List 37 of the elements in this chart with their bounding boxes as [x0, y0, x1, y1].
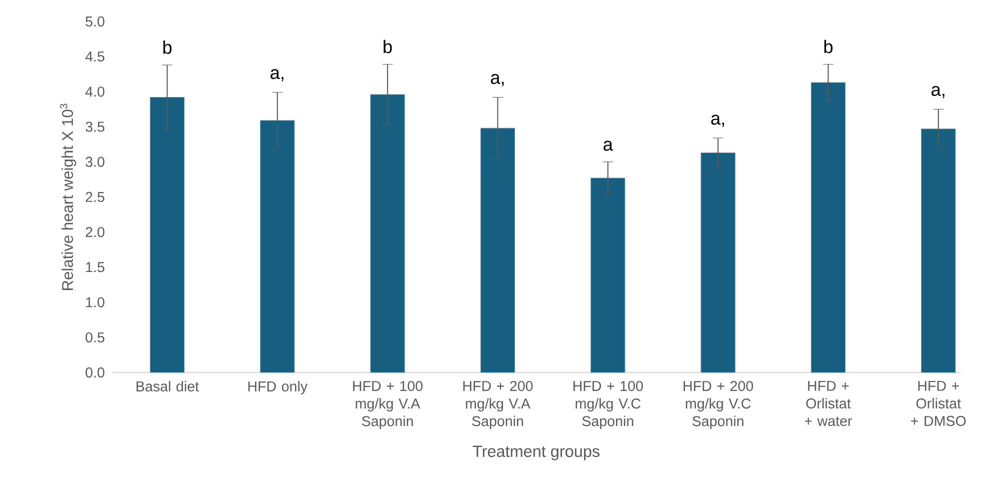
annotation: b: [163, 40, 172, 54]
y-tick-label: 3.5: [86, 122, 104, 132]
bar: [700, 152, 736, 373]
y-tick-label: 0.5: [86, 332, 104, 342]
y-tick-label: 2.5: [86, 192, 104, 202]
annotation: a,: [270, 68, 284, 82]
bar: [810, 82, 846, 373]
x-tick-label: HFD + 100 mg/kg V.A Saponin: [353, 380, 423, 429]
y-tick-label: 4.5: [85, 51, 104, 62]
annotation: a,: [932, 86, 944, 98]
annotation: b: [384, 40, 392, 53]
y-tick-label: 0.0: [86, 367, 104, 378]
annotation: a: [604, 140, 613, 151]
x-tick-label: Basal diet: [136, 380, 199, 392]
y-tick-label: 2.0: [86, 226, 104, 237]
x-tick-label: HFD + Orlistat + water: [804, 380, 852, 426]
x-axis-title: Treatment groups: [472, 446, 600, 460]
annotation: a,: [490, 74, 504, 86]
x-tick-label: HFD + 200 mg/kg V.C Saponin: [684, 380, 754, 429]
bar: [260, 120, 295, 373]
bar: [590, 178, 626, 373]
bar: [150, 96, 185, 373]
x-tick-label: HFD + Orlistat + DMSO: [911, 380, 966, 426]
bar: [921, 128, 956, 373]
y-tick-label: 1.5: [86, 262, 104, 272]
y-tick-label: 5.0: [86, 16, 104, 26]
bar: [480, 128, 516, 373]
annotation: b: [824, 40, 833, 53]
x-tick-label: HFD + 100 mg/kg V.C Saponin: [574, 380, 643, 429]
y-tick-label: 3.0: [86, 156, 104, 167]
x-tick-label: HFD + 200 mg/kg V.A Saponin: [463, 380, 533, 429]
x-tick-label: HFD only: [248, 380, 308, 394]
bar: [370, 94, 405, 373]
annotation: a,: [711, 114, 724, 127]
y-tick-label: 1.0: [86, 297, 104, 308]
y-axis-title: Relative heart weight X 10$^{3}$: [60, 104, 76, 290]
y-tick-label: 4.0: [85, 86, 104, 97]
